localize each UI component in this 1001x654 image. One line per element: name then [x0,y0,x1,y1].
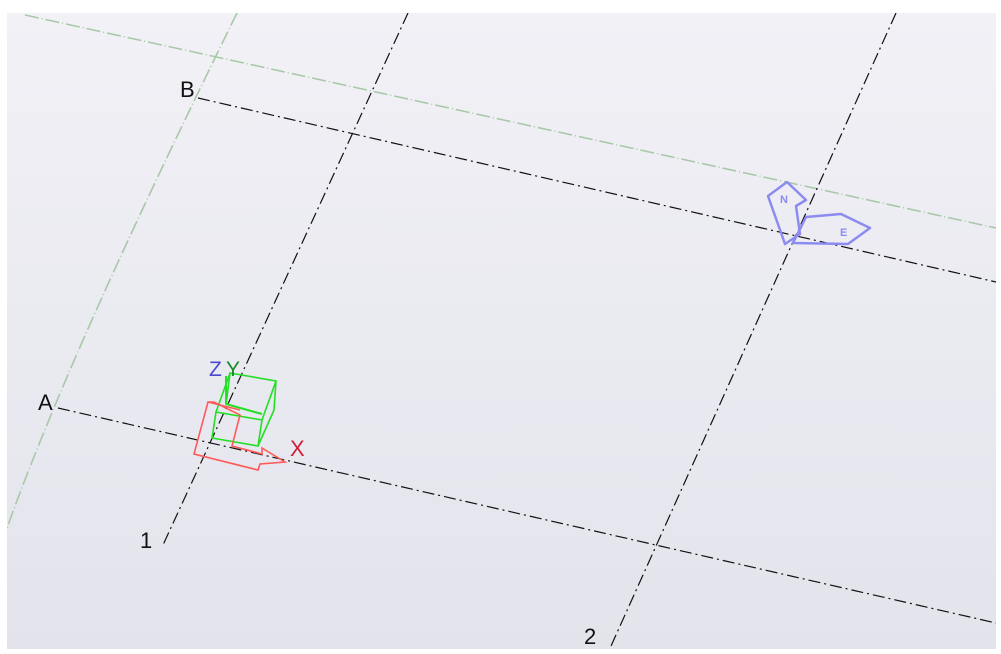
grid-line-b[interactable] [197,97,997,283]
grid-label-2: 2 [584,624,596,649]
grid-line-2[interactable] [610,12,897,647]
x-axis-base-line [207,401,241,411]
grid-label-1: 1 [140,528,152,553]
work-plane-x-arrow [193,401,288,471]
y-axis-line [225,403,263,415]
frame-edge-right [996,0,1001,654]
x-axis-label: X [290,436,305,461]
helper-line-horizontal [24,14,997,229]
viewport-background [7,13,996,649]
compass: N E [766,180,872,246]
y-axis-label: Y [226,358,240,381]
frame-edge-bottom [0,649,1001,654]
grid-line-a[interactable] [57,407,997,624]
x-axis-arrow [193,401,288,471]
compass-east-arrow [791,212,872,246]
compass-north-label: N [780,194,788,206]
helper-lines [6,12,997,529]
frame-edge-top [0,0,1001,13]
grid-label-a: A [38,390,53,415]
work-plane-box [211,372,278,447]
grid-label-b: B [180,77,195,102]
box-side-edge [257,380,277,447]
compass-east-label: E [840,227,847,239]
frame-edge-left [0,0,7,654]
z-axis-label: Z [209,358,222,381]
compass-north-arrow [766,180,808,246]
helper-line-vertical [6,12,238,529]
box-front-face [211,411,263,447]
work-plane-symbol: Z Y X [193,358,305,471]
